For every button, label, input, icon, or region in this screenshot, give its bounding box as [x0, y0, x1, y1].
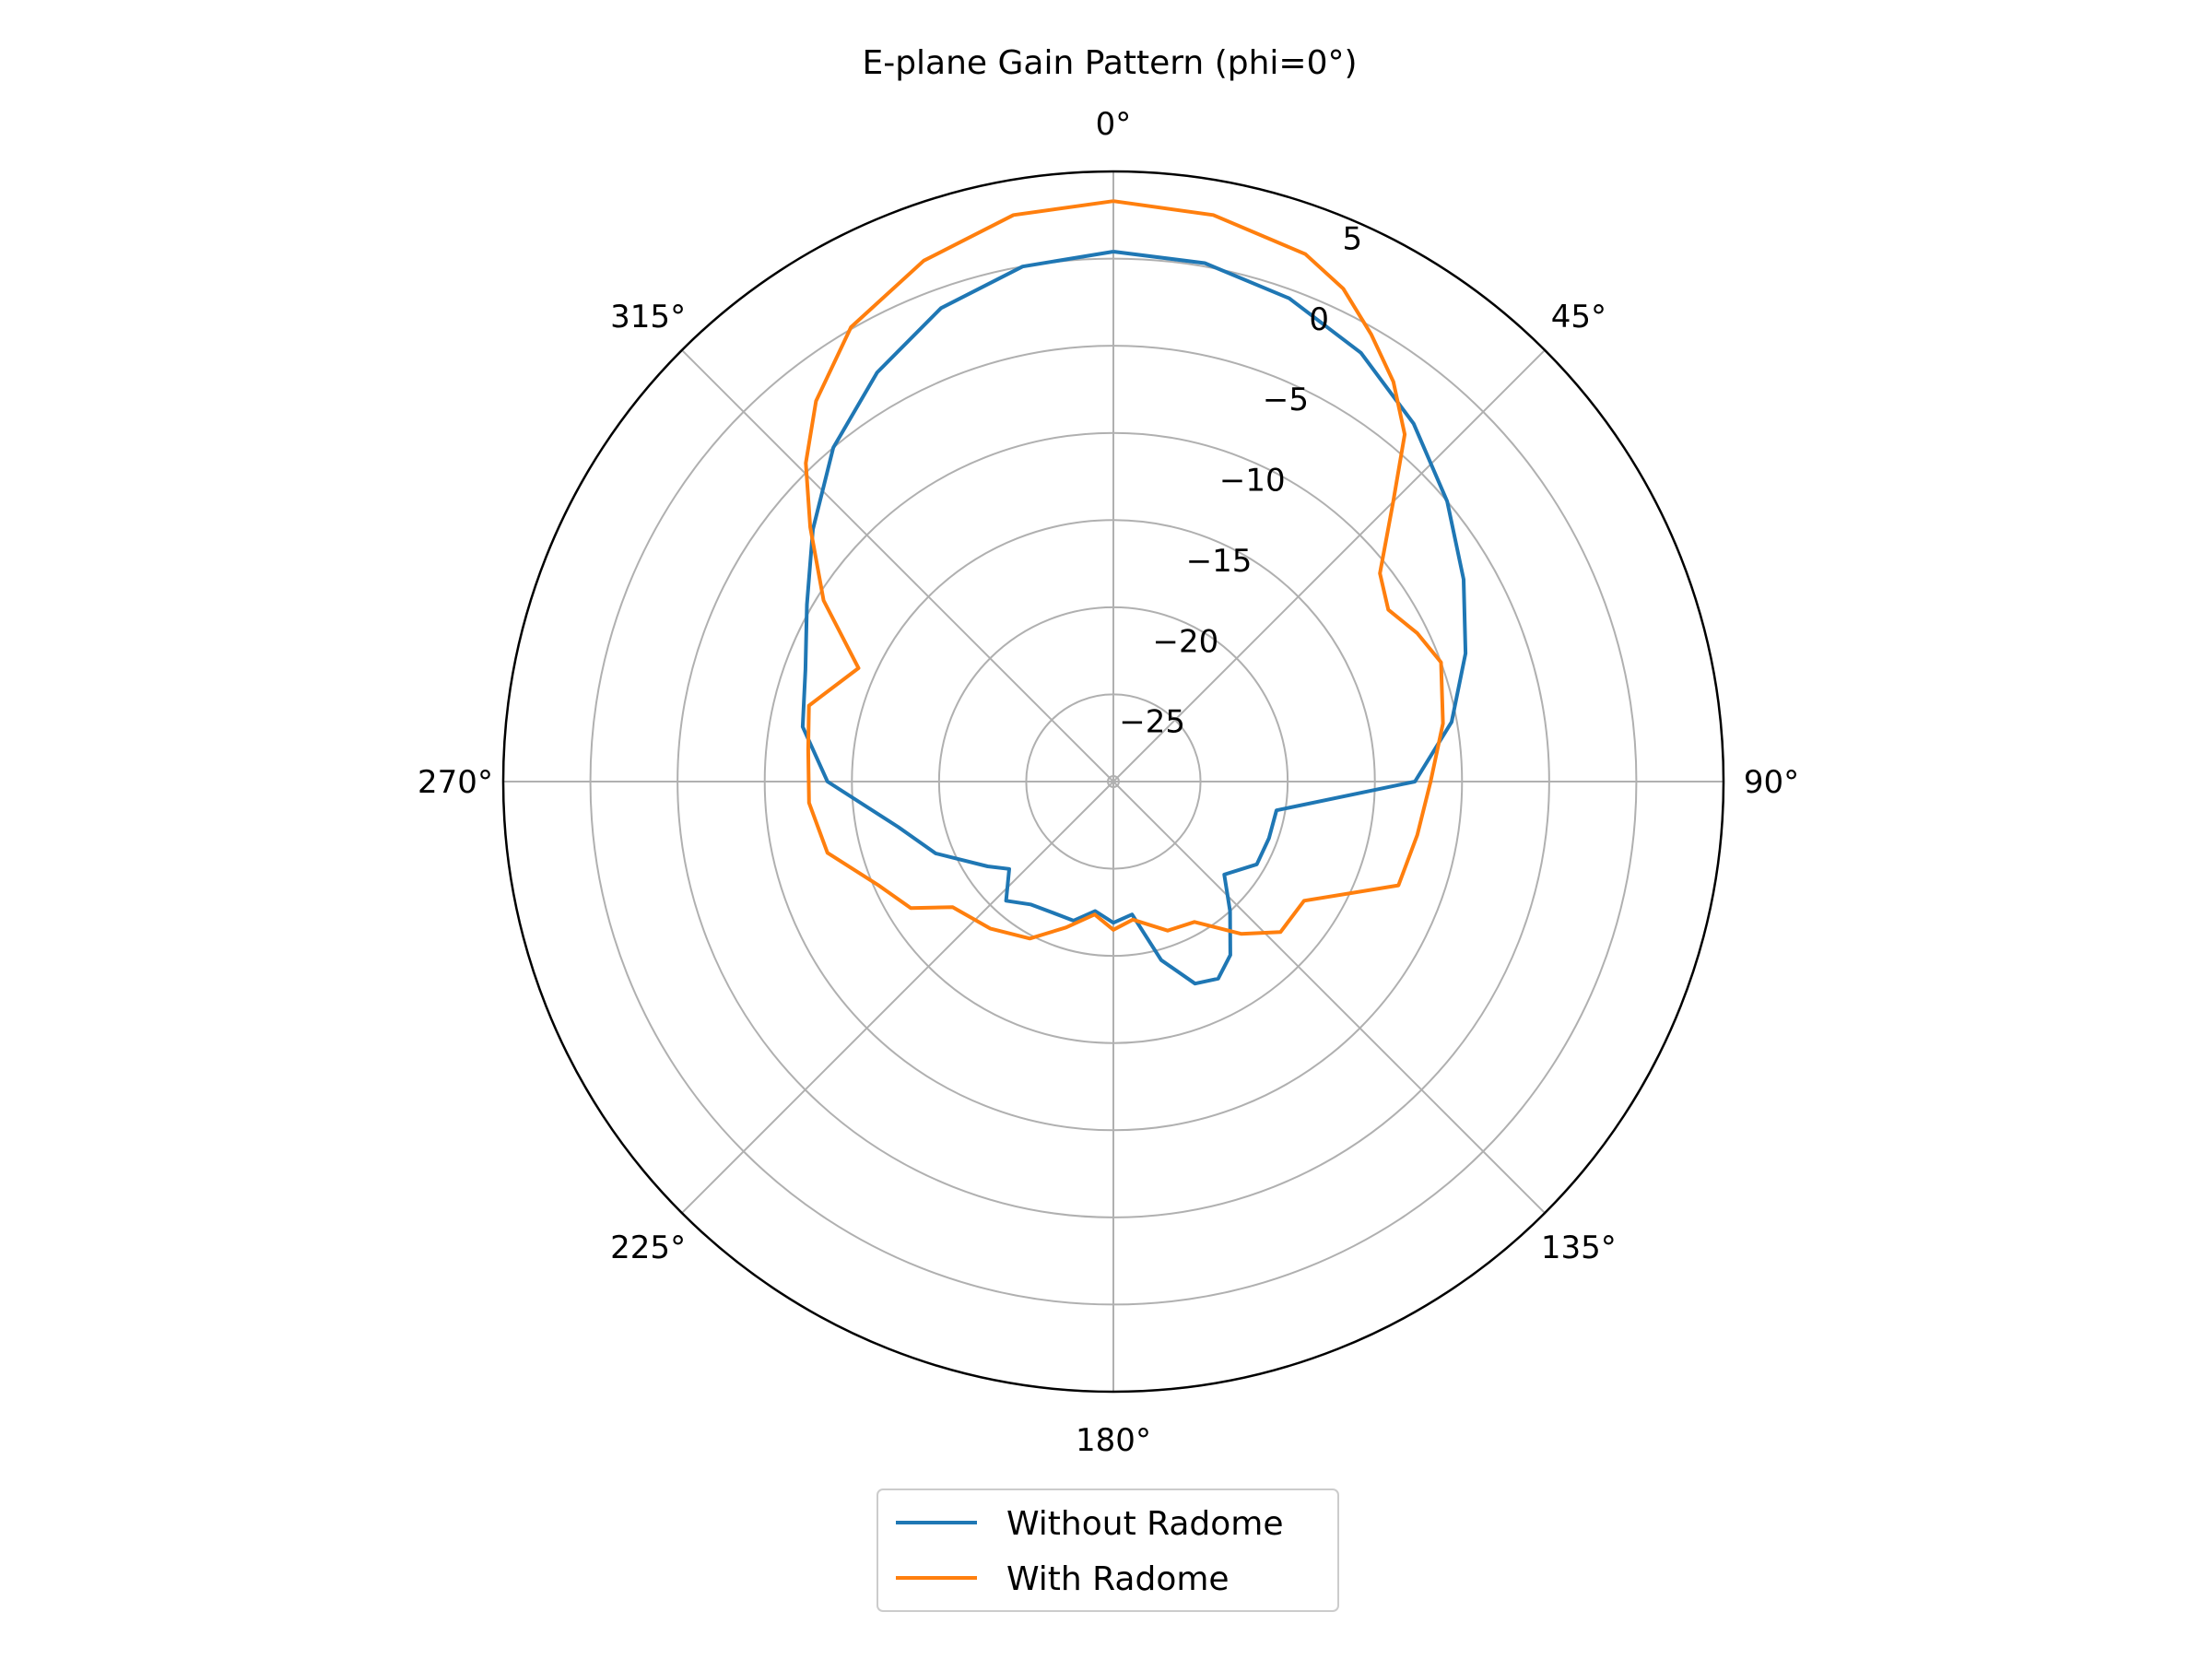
radial-tick-label: −20	[1152, 623, 1218, 660]
series-line-1	[804, 199, 1445, 941]
polar-center	[1107, 775, 1120, 788]
angular-gridline	[681, 781, 1114, 1214]
angle-tick-label: 180°	[1076, 1422, 1151, 1459]
radial-tick-label: −25	[1119, 704, 1185, 741]
angle-tick-label: 135°	[1541, 1230, 1617, 1266]
legend: Without Radome With Radome	[877, 1488, 1339, 1612]
radial-tick-label: 0	[1309, 301, 1329, 338]
tick-labels: 0° 45° 90° 135° 180° 225° 270° 315° −25 −20 −15 −10…	[418, 106, 1799, 1459]
angle-tick-label: 90°	[1744, 764, 1799, 801]
legend-label-with-radome: With Radome	[1006, 1560, 1230, 1598]
radial-tick-label: −5	[1263, 382, 1309, 418]
angle-tick-label: 45°	[1551, 299, 1606, 335]
legend-frame	[877, 1488, 1339, 1612]
angular-gridline	[681, 349, 1114, 782]
angular-gridline	[1112, 781, 1546, 1214]
radial-tick-label: 5	[1343, 220, 1363, 257]
angle-tick-label: 270°	[418, 764, 493, 801]
polar-grid	[501, 170, 1725, 1394]
angle-tick-label: 0°	[1096, 106, 1132, 143]
polar-spine	[501, 170, 1725, 1394]
legend-label-without-radome: Without Radome	[1006, 1505, 1284, 1543]
chart-title: E-plane Gain Pattern (phi=0°)	[862, 44, 1357, 82]
angle-tick-label: 225°	[610, 1230, 686, 1266]
radial-tick-label: −15	[1186, 543, 1253, 580]
series-layer	[800, 199, 1468, 986]
series-line-0	[800, 250, 1468, 986]
radial-tick-label: −10	[1219, 463, 1286, 500]
angle-tick-label: 315°	[610, 299, 686, 335]
angular-gridline	[1112, 349, 1546, 782]
